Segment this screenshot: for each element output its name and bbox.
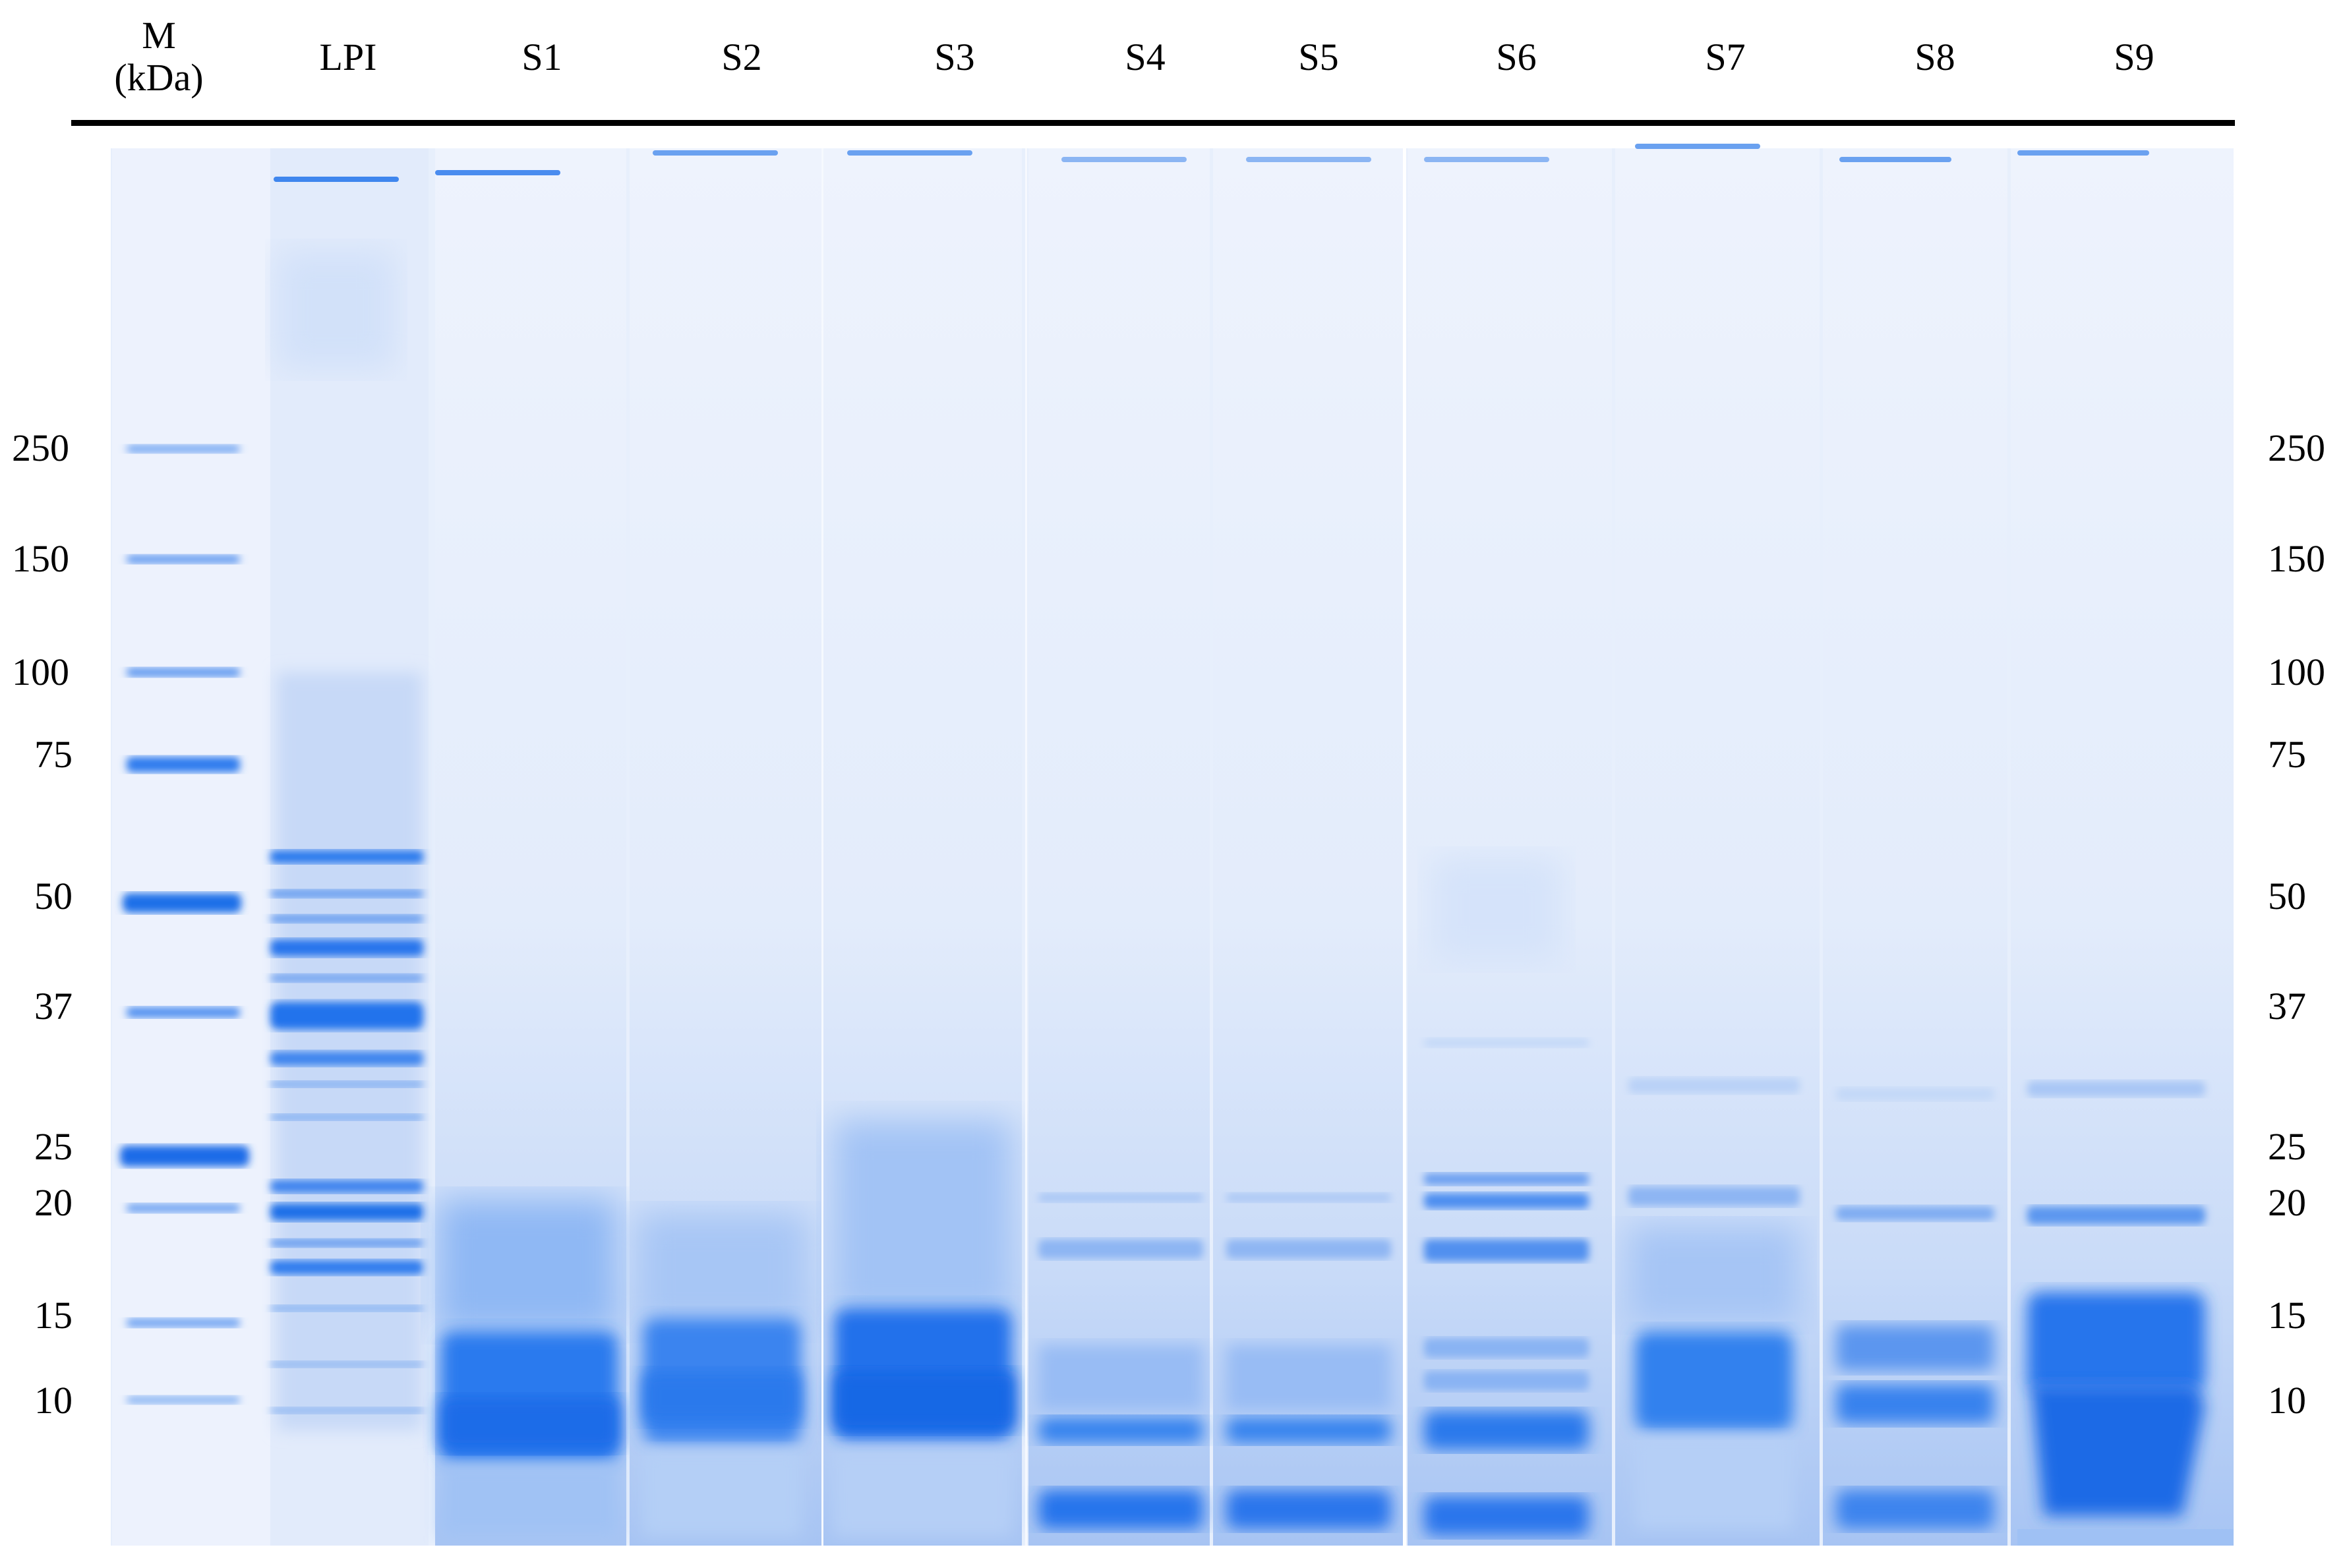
mw-right-150: 150: [2268, 537, 2325, 580]
mw-right-25: 25: [2268, 1125, 2306, 1168]
mw-left-250: 250: [12, 426, 69, 469]
marker-band-150: [127, 555, 240, 564]
mw-right-100: 100: [2268, 651, 2325, 693]
marker-lane-label: M (kDa): [114, 15, 203, 99]
mw-right-250: 250: [2268, 426, 2325, 469]
marker-band-75: [127, 757, 240, 772]
marker-label-line1: M: [142, 14, 176, 57]
lane-s5: [1213, 148, 1404, 1546]
lane-label-s8: S8: [1915, 36, 1955, 78]
lane-dividers: [821, 148, 1406, 1546]
lane-label-s2: S2: [721, 36, 762, 78]
lane-label-s4: S4: [1125, 36, 1166, 78]
marker-band-10: [127, 1396, 240, 1404]
marker-band-250: [127, 445, 240, 453]
mw-left-100: 100: [12, 651, 69, 693]
lane-lpi: [270, 148, 429, 1546]
lane-s8: [1823, 148, 2007, 1546]
mw-right-20: 20: [2268, 1181, 2306, 1224]
mw-right-37: 37: [2268, 985, 2306, 1028]
lane-label-s1: S1: [521, 36, 562, 78]
lane-s2: [630, 148, 824, 1546]
lane-label-s7: S7: [1705, 36, 1746, 78]
marker-band-20: [127, 1204, 240, 1213]
mw-left-37: 37: [34, 985, 73, 1028]
lane-s1: [435, 148, 626, 1546]
mw-right-50: 50: [2268, 875, 2306, 917]
lane-s7: [1615, 144, 1820, 1546]
lane-label-lpi: LPI: [319, 36, 377, 78]
marker-band-25: [120, 1146, 249, 1167]
lane-label-s5: S5: [1298, 36, 1339, 78]
mw-left-150: 150: [12, 537, 69, 580]
mw-right-75: 75: [2268, 733, 2306, 776]
mw-left-75: 75: [34, 733, 73, 776]
lane-s9: [2011, 148, 2234, 1546]
lane-s6: [1408, 148, 1612, 1546]
mw-left-15: 15: [34, 1294, 73, 1337]
header-rule: [71, 120, 2235, 126]
mw-left-10: 10: [34, 1379, 73, 1422]
mw-right-15: 15: [2268, 1294, 2306, 1337]
mw-left-20: 20: [34, 1181, 73, 1224]
marker-band-50: [123, 893, 241, 913]
marker-band-37: [127, 1007, 240, 1018]
mw-left-25: 25: [34, 1125, 73, 1168]
marker-lane: [112, 148, 270, 1546]
mw-left-50: 50: [34, 875, 73, 917]
marker-label-line2: (kDa): [114, 55, 204, 99]
lane-label-s6: S6: [1496, 36, 1537, 78]
lane-label-s3: S3: [934, 36, 975, 78]
lane-s4: [1028, 148, 1210, 1546]
marker-band-15: [127, 1318, 240, 1327]
marker-band-100: [127, 668, 240, 677]
lane-s3: [824, 148, 1022, 1546]
lane-label-s9: S9: [2114, 36, 2154, 78]
mw-right-10: 10: [2268, 1379, 2306, 1422]
